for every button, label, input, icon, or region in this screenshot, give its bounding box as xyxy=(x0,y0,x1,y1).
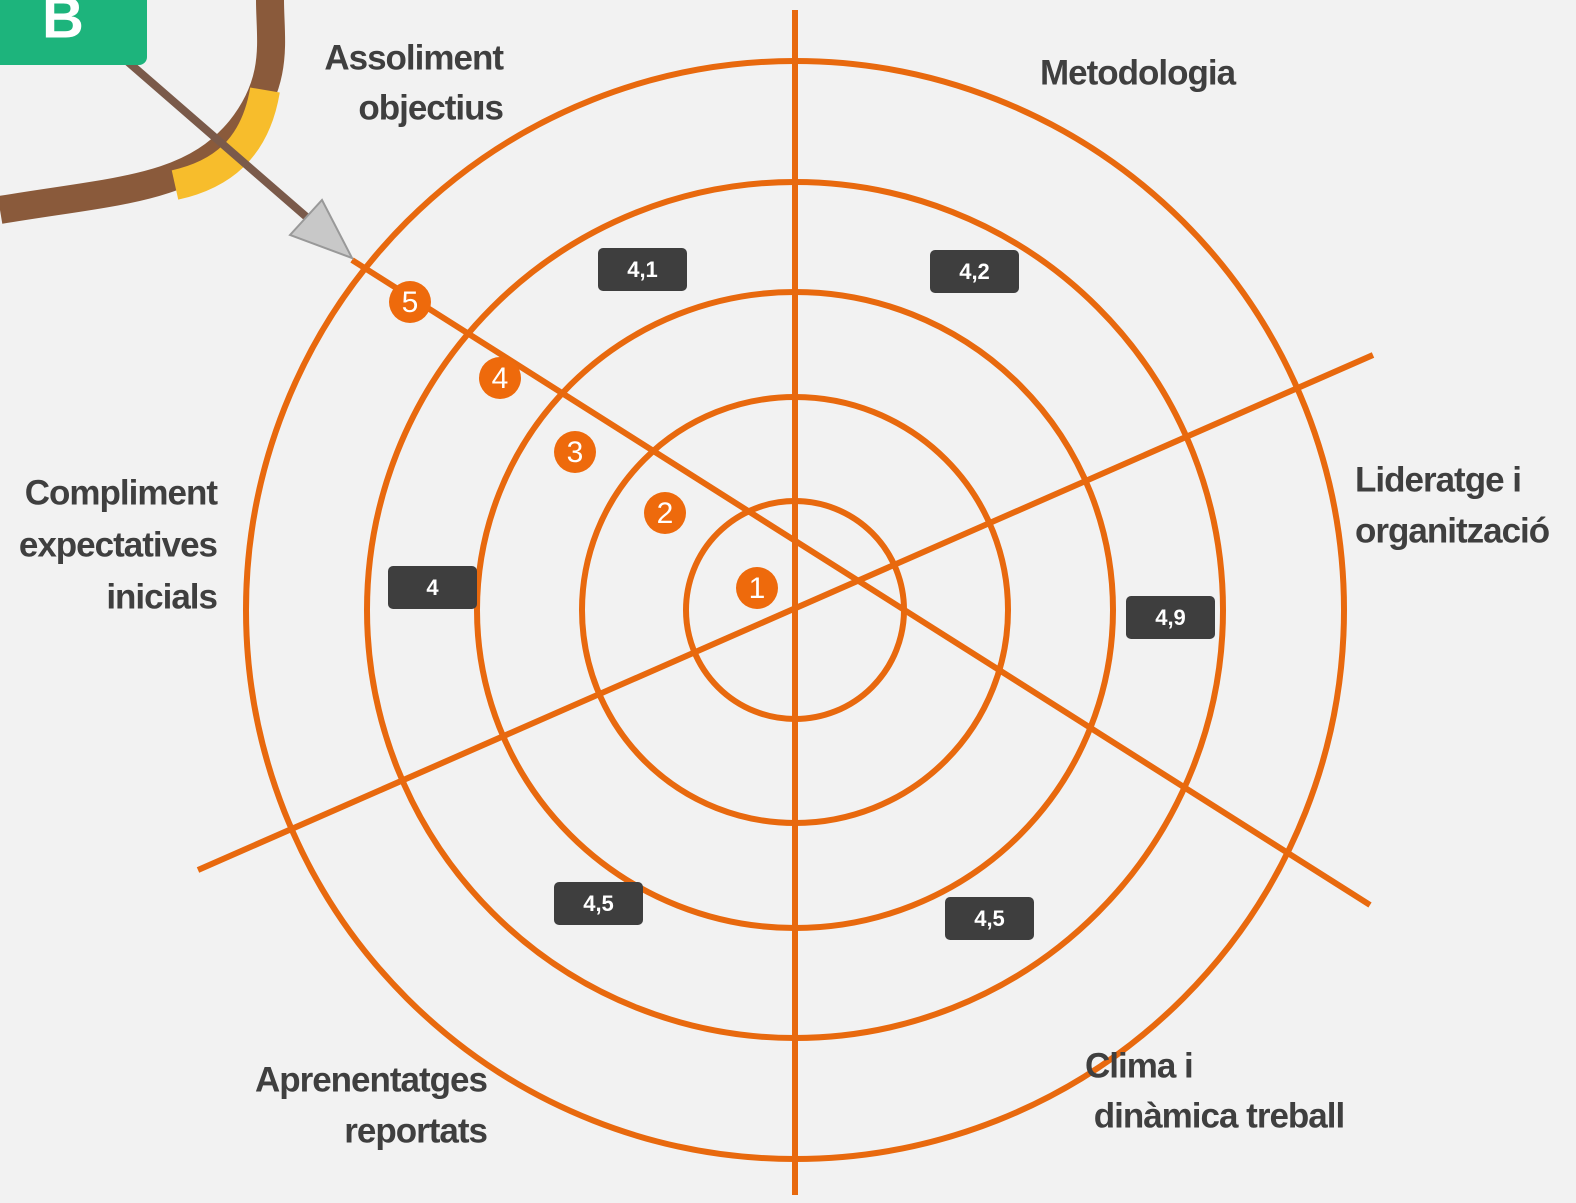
diagram: B 1 2 3 4 5 4,1 Assoliment objectius 4,2 Metodolo… xyxy=(0,0,1576,1203)
scale-number: 2 xyxy=(657,497,674,530)
scale-number: 3 xyxy=(567,436,584,469)
score: 4,5 xyxy=(974,906,1005,931)
score: 4 xyxy=(426,575,439,600)
sector-label: Aprenentatges xyxy=(255,1060,488,1099)
sector-label: Metodologia xyxy=(1040,53,1237,92)
badge-text: B xyxy=(42,0,84,50)
scale-number: 4 xyxy=(492,362,509,395)
score: 4,1 xyxy=(627,257,658,282)
sector-label: objectius xyxy=(358,88,503,127)
sector-label: inicials xyxy=(106,577,217,616)
sector-label: Clima i xyxy=(1085,1046,1193,1085)
score: 4,2 xyxy=(959,259,990,284)
sector-label: Lideratge i xyxy=(1355,460,1521,499)
scale-number: 5 xyxy=(402,286,419,319)
sector-label: dinàmica treball xyxy=(1085,1096,1344,1135)
sector-label: reportats xyxy=(344,1111,487,1150)
sector-label: Compliment xyxy=(25,473,219,512)
sector-label: Assoliment xyxy=(324,38,504,77)
sector-label: organització xyxy=(1355,511,1550,550)
sector-label: expectatives xyxy=(19,525,218,564)
score: 4,5 xyxy=(583,891,614,916)
scale-number: 1 xyxy=(749,572,766,605)
score: 4,9 xyxy=(1155,605,1186,630)
